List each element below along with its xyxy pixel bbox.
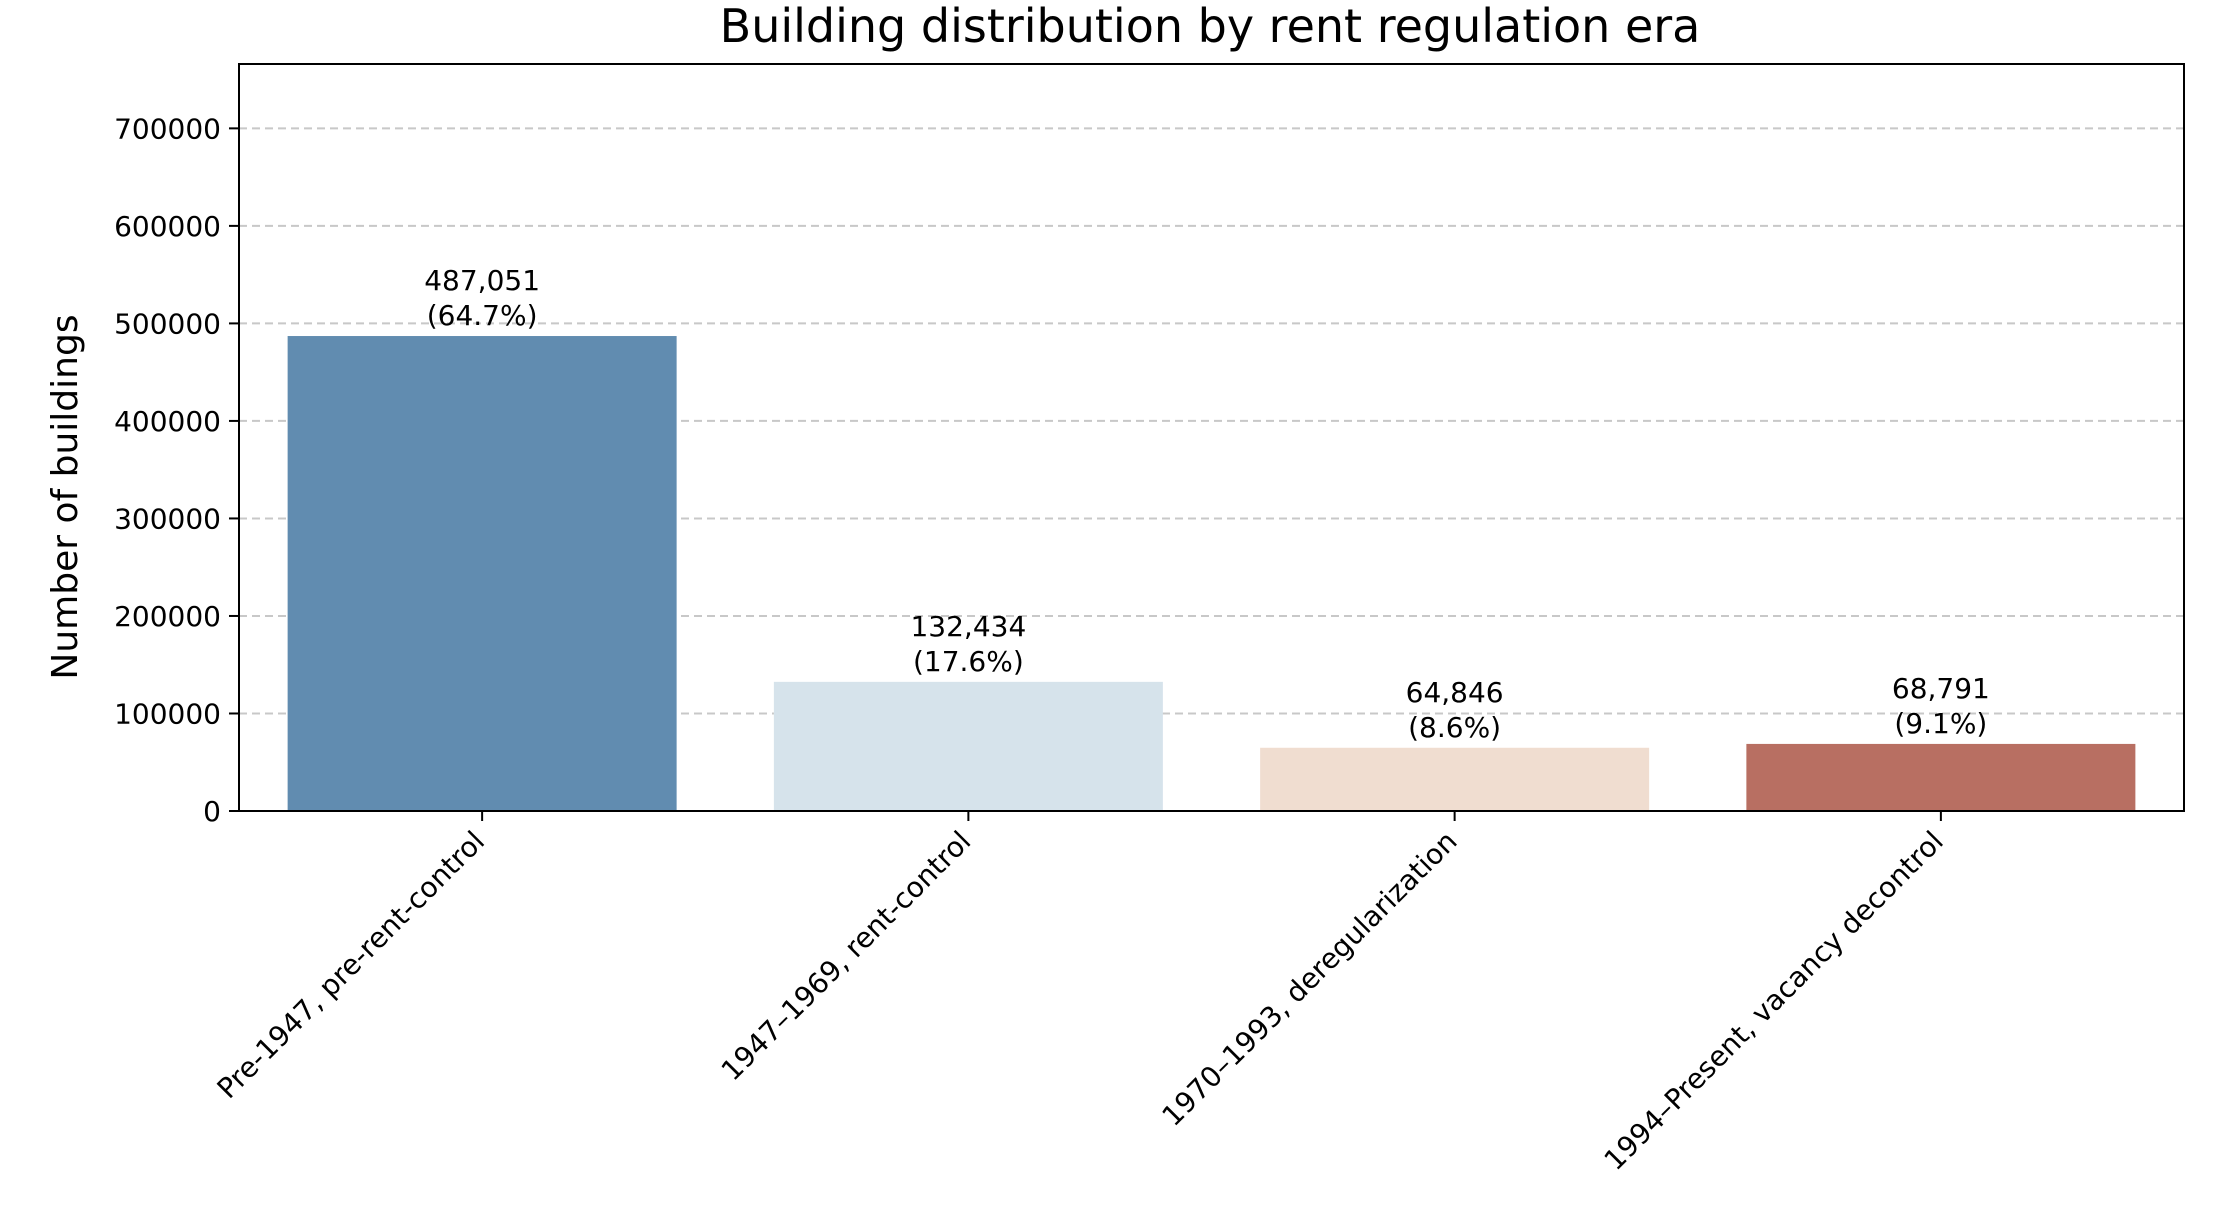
bar-percent-label: (64.7%) [427, 299, 538, 332]
bar-value-label: 487,051 [424, 264, 540, 297]
y-tick-label: 200000 [114, 600, 221, 633]
bar-percent-label: (17.6%) [913, 645, 1024, 678]
bar [1746, 743, 2136, 811]
y-axis-label: Number of buildings [45, 314, 86, 679]
chart-title: Building distribution by rent regulation… [720, 0, 1701, 53]
bar-value-label: 64,846 [1406, 676, 1504, 709]
y-tick-label: 500000 [114, 307, 221, 340]
bar-percent-label: (8.6%) [1408, 711, 1501, 744]
y-tick-label: 400000 [114, 405, 221, 438]
bar-value-label: 132,434 [910, 610, 1026, 643]
x-tick-label: Pre-1947, pre-rent-control [211, 825, 492, 1106]
bar [1260, 747, 1650, 811]
x-axis-ticks: Pre-1947, pre-rent-control 1947–1969, ren… [211, 811, 1950, 1177]
y-tick-label: 100000 [114, 697, 221, 730]
y-tick-label: 600000 [114, 210, 221, 243]
x-tick-label: 1994–Present, vacancy decontrol [1598, 825, 1950, 1177]
y-tick-label: 0 [203, 795, 221, 828]
y-tick-label: 700000 [114, 112, 221, 145]
x-tick-label: 1947–1969, rent-control [715, 825, 978, 1088]
plot-frame [238, 63, 2185, 812]
bar [287, 336, 677, 811]
bar-value-label: 68,791 [1892, 672, 1990, 705]
bars [287, 336, 2136, 811]
bar-percent-label: (9.1%) [1894, 707, 1987, 740]
data-labels: 487,051(64.7%) 132,434(17.6%) 64,846(8.6%)… [424, 264, 1990, 744]
y-axis-ticks: 0 100000 200000 300000 400000 500000 600000 700… [114, 112, 239, 828]
x-tick-label: 1970–1993, deregularization [1155, 825, 1463, 1133]
bar [773, 681, 1163, 811]
y-tick-label: 300000 [114, 502, 221, 535]
